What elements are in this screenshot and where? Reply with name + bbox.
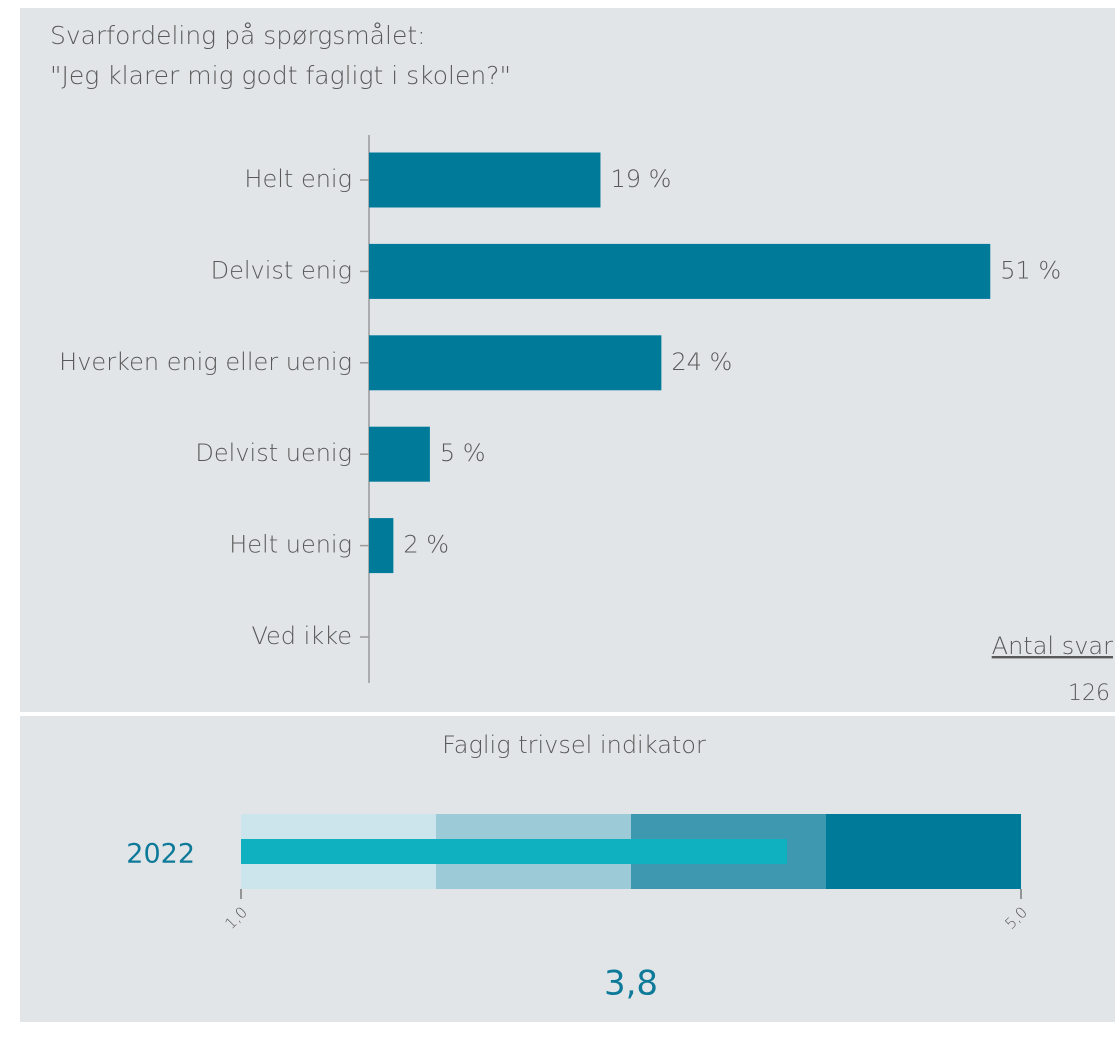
annotation: Antal svar	[992, 632, 1113, 660]
bar	[369, 152, 601, 208]
bar	[369, 426, 430, 482]
value-label: 19 %	[610, 165, 671, 193]
value-label: 51 %	[1000, 256, 1061, 284]
y-tick-label: Delvist enig	[211, 256, 352, 284]
y-tick-label: Helt uenig	[229, 531, 352, 559]
y-tick-label: Hverken enig eller uenig	[59, 348, 352, 376]
y-tick-label: Helt enig	[244, 165, 352, 193]
bar	[369, 243, 991, 299]
category-label: 2022	[126, 839, 195, 870]
value-label: 24 %	[671, 348, 732, 376]
bar	[369, 518, 394, 574]
band	[826, 814, 1021, 889]
value-label: 3,8	[604, 964, 658, 1004]
y-tick-label: Delvist uenig	[195, 439, 352, 467]
chart-title: Svarfordeling på spørgsmålet:	[50, 21, 426, 50]
bar	[369, 335, 662, 391]
annotation: 126	[1068, 681, 1110, 706]
value-label: 2 %	[403, 531, 449, 559]
chart-subtitle: "Jeg klarer mig godt fagligt i skolen?"	[50, 61, 511, 90]
bar	[241, 839, 787, 864]
y-tick-label: Ved ikke	[251, 622, 352, 650]
chart-title: Faglig trivsel indikator	[442, 731, 706, 759]
value-label: 5 %	[440, 439, 486, 467]
